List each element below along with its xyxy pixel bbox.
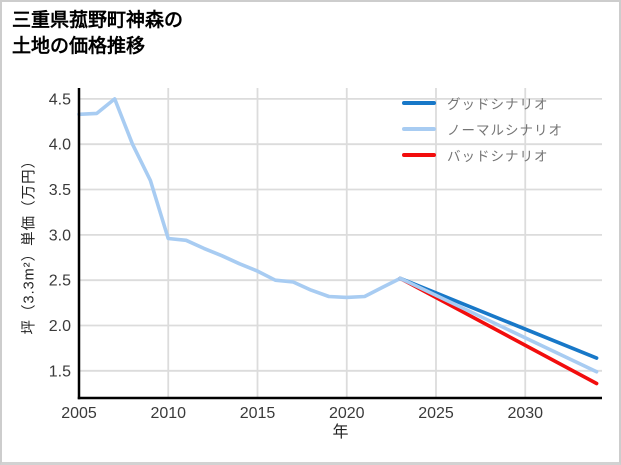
y-tick-label: 2.5 xyxy=(49,273,71,290)
tick-labels: 2005 2010 2015 2020 2025 2030 1.5 2.0 2.5 3.0 3.5 4… xyxy=(49,91,543,422)
axes xyxy=(77,88,602,400)
chart-title-line-2: 土地の価格推移 xyxy=(12,36,146,57)
y-tick-label: 3.0 xyxy=(49,227,71,244)
chart-title: 三重県菰野町神森の 土地の価格推移 xyxy=(12,8,183,60)
x-tick-label: 2015 xyxy=(240,405,276,422)
x-tick-label: 2025 xyxy=(418,405,454,422)
y-tick-label: 4.5 xyxy=(49,91,71,108)
legend: グッドシナリオ ノーマルシナリオ バッドシナリオ xyxy=(402,90,563,168)
x-tick-label: 2010 xyxy=(150,405,186,422)
chart-title-line-1: 三重県菰野町神森の xyxy=(12,10,184,31)
y-tick-label: 4.0 xyxy=(49,137,71,154)
x-tick-label: 2020 xyxy=(329,405,365,422)
y-axis-title: 坪（3.3m²）単価（万円） xyxy=(21,152,38,335)
normal-scenario-line-swatch xyxy=(402,127,436,131)
legend-label: グッドシナリオ xyxy=(447,97,549,112)
y-tick-label: 2.0 xyxy=(49,318,71,335)
good-scenario-line-swatch xyxy=(402,101,436,105)
x-axis-title: 年 xyxy=(332,424,349,441)
legend-label: バッドシナリオ xyxy=(447,149,549,164)
bad-scenario-line-swatch xyxy=(402,153,436,157)
good-line xyxy=(398,276,599,360)
x-tick-label: 2030 xyxy=(507,405,543,422)
history-line xyxy=(77,97,403,300)
legend-item-bad: バッドシナリオ xyxy=(402,142,563,168)
legend-item-normal: ノーマルシナリオ xyxy=(402,116,563,142)
y-tick-label: 3.5 xyxy=(49,182,71,199)
y-tick-label: 1.5 xyxy=(49,363,71,380)
x-tick-label: 2005 xyxy=(61,405,97,422)
legend-item-good: グッドシナリオ xyxy=(402,90,563,116)
legend-label: ノーマルシナリオ xyxy=(447,123,563,138)
chart-series xyxy=(77,97,599,386)
normal-line xyxy=(398,276,599,374)
